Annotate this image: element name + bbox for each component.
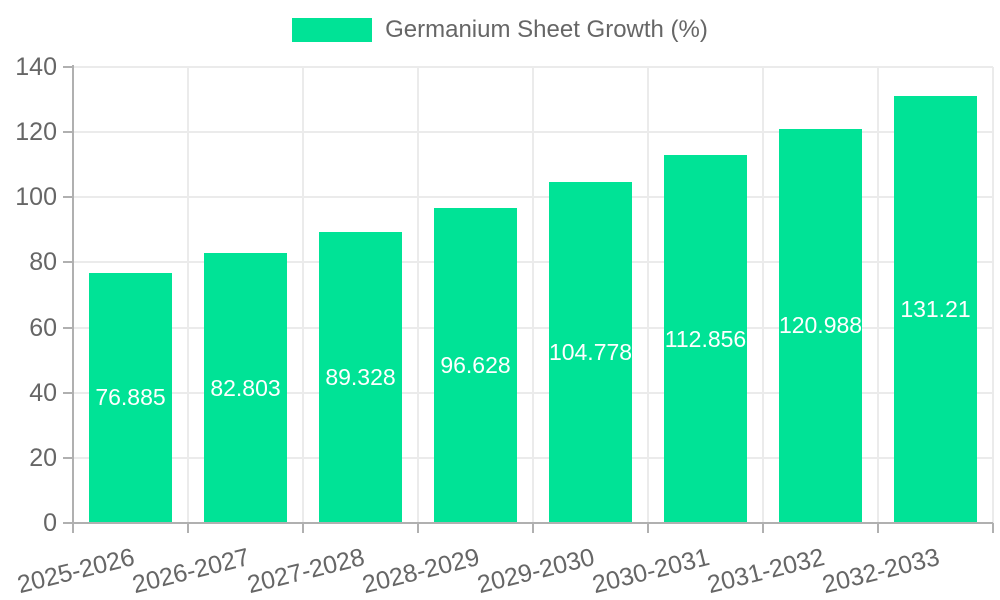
x-tick-label: 2029-2030 <box>474 543 598 600</box>
x-gridline <box>532 67 534 523</box>
x-gridline <box>302 67 304 523</box>
y-tick-label: 40 <box>29 378 57 407</box>
y-axis-line <box>72 65 74 533</box>
x-tick-label: 2026-2027 <box>129 543 253 600</box>
x-tick-label: 2028-2029 <box>359 543 483 600</box>
bar[interactable]: 112.856 <box>664 155 747 523</box>
y-axis-tick <box>63 131 73 134</box>
x-gridline <box>647 67 649 523</box>
x-tick-label: 2032-2033 <box>819 543 943 600</box>
y-axis-tick <box>63 196 73 199</box>
y-axis-tick <box>63 391 73 394</box>
x-axis-tick <box>877 523 879 533</box>
x-tick-label: 2027-2028 <box>244 543 368 600</box>
legend-color-swatch <box>292 18 373 42</box>
x-axis-line <box>63 522 993 524</box>
y-tick-label: 140 <box>15 53 57 81</box>
y-tick-label: 0 <box>43 509 57 537</box>
x-axis-tick <box>762 523 764 533</box>
legend-label: Germanium Sheet Growth (%) <box>385 16 708 43</box>
bar[interactable]: 131.21 <box>894 95 977 523</box>
bar[interactable]: 89.328 <box>319 232 402 523</box>
x-axis-tick <box>992 523 994 533</box>
bar[interactable]: 96.628 <box>434 208 517 523</box>
y-axis-tick <box>63 456 73 459</box>
x-tick-label: 2025-2026 <box>14 543 138 600</box>
bar[interactable]: 82.803 <box>204 253 287 523</box>
bar-value-label: 82.803 <box>210 374 281 401</box>
y-tick-label: 120 <box>15 118 57 147</box>
y-tick-label: 60 <box>29 313 57 342</box>
bar-value-label: 89.328 <box>325 364 396 390</box>
x-axis-tick <box>187 523 189 533</box>
bar-value-label: 131.21 <box>900 295 971 322</box>
bar[interactable]: 104.778 <box>548 181 633 523</box>
x-tick-label: 2030-2031 <box>589 543 713 600</box>
y-axis-tick <box>63 326 73 329</box>
legend-item[interactable]: Germanium Sheet Growth (%) <box>0 16 1000 44</box>
x-axis-tick <box>647 523 649 533</box>
bar-value-label: 104.778 <box>548 338 633 365</box>
x-axis-tick <box>302 523 304 533</box>
bar[interactable]: 120.988 <box>778 128 863 523</box>
x-axis-tick <box>532 523 534 533</box>
x-gridline <box>877 67 879 523</box>
x-gridline <box>417 67 419 523</box>
x-gridline <box>187 67 189 523</box>
x-gridline <box>992 67 994 523</box>
y-axis-tick <box>63 261 73 264</box>
bar[interactable]: 76.885 <box>89 272 172 523</box>
bar-value-label: 112.856 <box>664 325 747 352</box>
y-axis-tick <box>63 66 73 68</box>
y-tick-label: 20 <box>29 443 57 472</box>
bar-value-label: 96.628 <box>440 352 511 379</box>
y-tick-label: 80 <box>29 248 57 277</box>
x-gridline <box>762 67 764 523</box>
bar-value-label: 76.885 <box>95 384 166 411</box>
x-axis-tick <box>417 523 419 533</box>
x-tick-label: 2031-2032 <box>704 543 828 600</box>
bar-value-label: 120.988 <box>778 312 863 339</box>
y-tick-label: 100 <box>15 183 57 212</box>
